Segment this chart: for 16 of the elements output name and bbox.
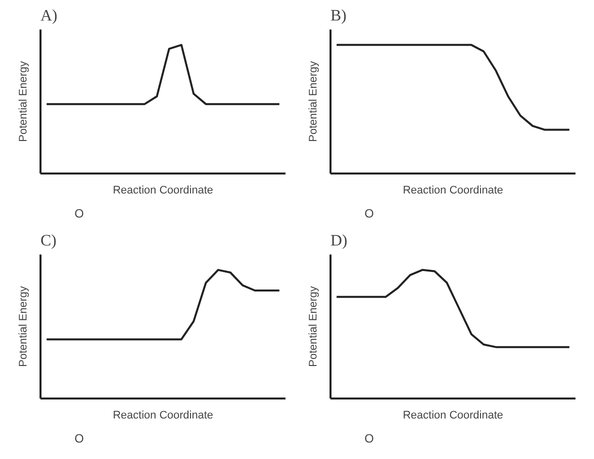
text: O [74,432,84,446]
chart-title: A) [40,8,58,24]
text: O [364,206,374,220]
y-axis-title: Potential Energy [18,60,30,142]
y-axis-title: Potential Energy [308,60,320,142]
y-axis-title: Potential Energy [18,286,30,367]
text: O [364,432,374,446]
x-axis-title: Reaction Coordinate [402,410,504,422]
x-axis-title: Reaction Coordinate [112,184,214,196]
y-axis-title: Potential Energy [308,286,320,367]
x-axis-title: Reaction Coordinate [112,410,214,422]
chart-title: B) [330,8,346,24]
chart-title: D) [330,232,348,250]
text: O [74,206,84,220]
x-axis-title: Reaction Coordinate [402,184,504,196]
chart-title: C) [40,232,56,250]
